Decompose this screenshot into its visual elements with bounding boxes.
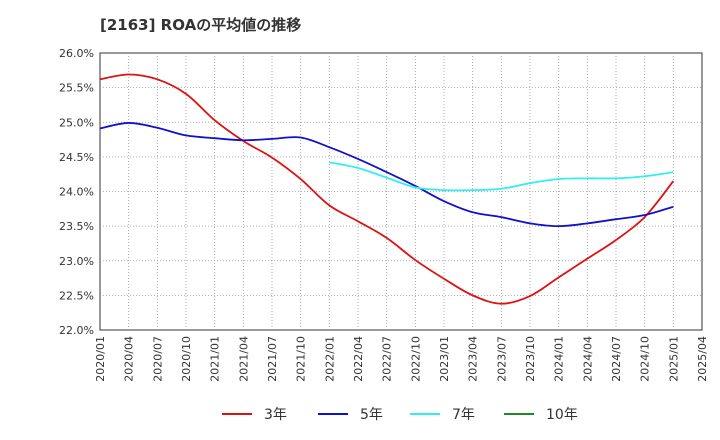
x-tick-label: 2023/10 — [524, 336, 537, 382]
y-tick-label: 23.0% — [59, 255, 94, 268]
y-tick-label: 25.0% — [59, 116, 94, 129]
y-axis-ticks: 26.0% 25.5% 25.0% 24.5% 24.0% 23.5% 23.0% 22.5%… — [59, 47, 94, 337]
series-line-2 — [329, 161, 674, 192]
x-tick-label: 2023/04 — [467, 336, 480, 382]
series-line-0 — [99, 73, 675, 305]
x-tick-label: 2024/04 — [581, 336, 594, 382]
y-tick-label: 24.0% — [59, 186, 94, 199]
y-tick-label: 22.5% — [59, 289, 94, 302]
x-tick-label: 2021/07 — [266, 336, 279, 382]
y-tick-label: 24.5% — [59, 151, 94, 164]
legend-label: 5年 — [360, 407, 383, 423]
series-lines — [99, 73, 675, 305]
series-line-1 — [99, 122, 674, 228]
x-tick-label: 2024/10 — [639, 336, 652, 382]
legend-label: 3年 — [264, 407, 287, 423]
legend-label: 10年 — [546, 407, 578, 423]
y-tick-label: 23.5% — [59, 220, 94, 233]
x-tick-label: 2020/01 — [94, 336, 107, 382]
x-tick-label: 2023/01 — [438, 336, 451, 382]
x-tick-label: 2020/10 — [180, 336, 193, 382]
y-tick-label: 22.0% — [59, 324, 94, 337]
legend: 3年 5年 7年 10年 — [222, 407, 578, 423]
x-tick-label: 2021/10 — [295, 336, 308, 382]
y-tick-label: 25.5% — [59, 82, 94, 95]
x-tick-label: 2021/04 — [237, 336, 250, 382]
x-tick-label: 2020/07 — [151, 336, 164, 382]
x-tick-label: 2022/10 — [409, 336, 422, 382]
x-tick-label: 2021/01 — [209, 336, 222, 382]
x-axis-ticks: 2020/01 2020/04 2020/07 2020/10 2021/01 2021/… — [94, 336, 709, 382]
legend-label: 7年 — [452, 407, 475, 423]
x-tick-label: 2024/07 — [610, 336, 623, 382]
x-tick-label: 2025/01 — [667, 336, 680, 382]
x-tick-label: 2022/01 — [323, 336, 336, 382]
x-tick-label: 2020/04 — [123, 336, 136, 382]
x-tick-label: 2025/04 — [696, 336, 709, 382]
y-tick-label: 26.0% — [59, 47, 94, 60]
grid-lines — [100, 53, 702, 330]
x-tick-label: 2024/01 — [553, 336, 566, 382]
x-tick-label: 2022/07 — [381, 336, 394, 382]
chart-title: [2163] ROAの平均値の推移 — [100, 16, 302, 34]
x-tick-label: 2022/04 — [352, 336, 365, 382]
x-tick-label: 2023/07 — [495, 336, 508, 382]
